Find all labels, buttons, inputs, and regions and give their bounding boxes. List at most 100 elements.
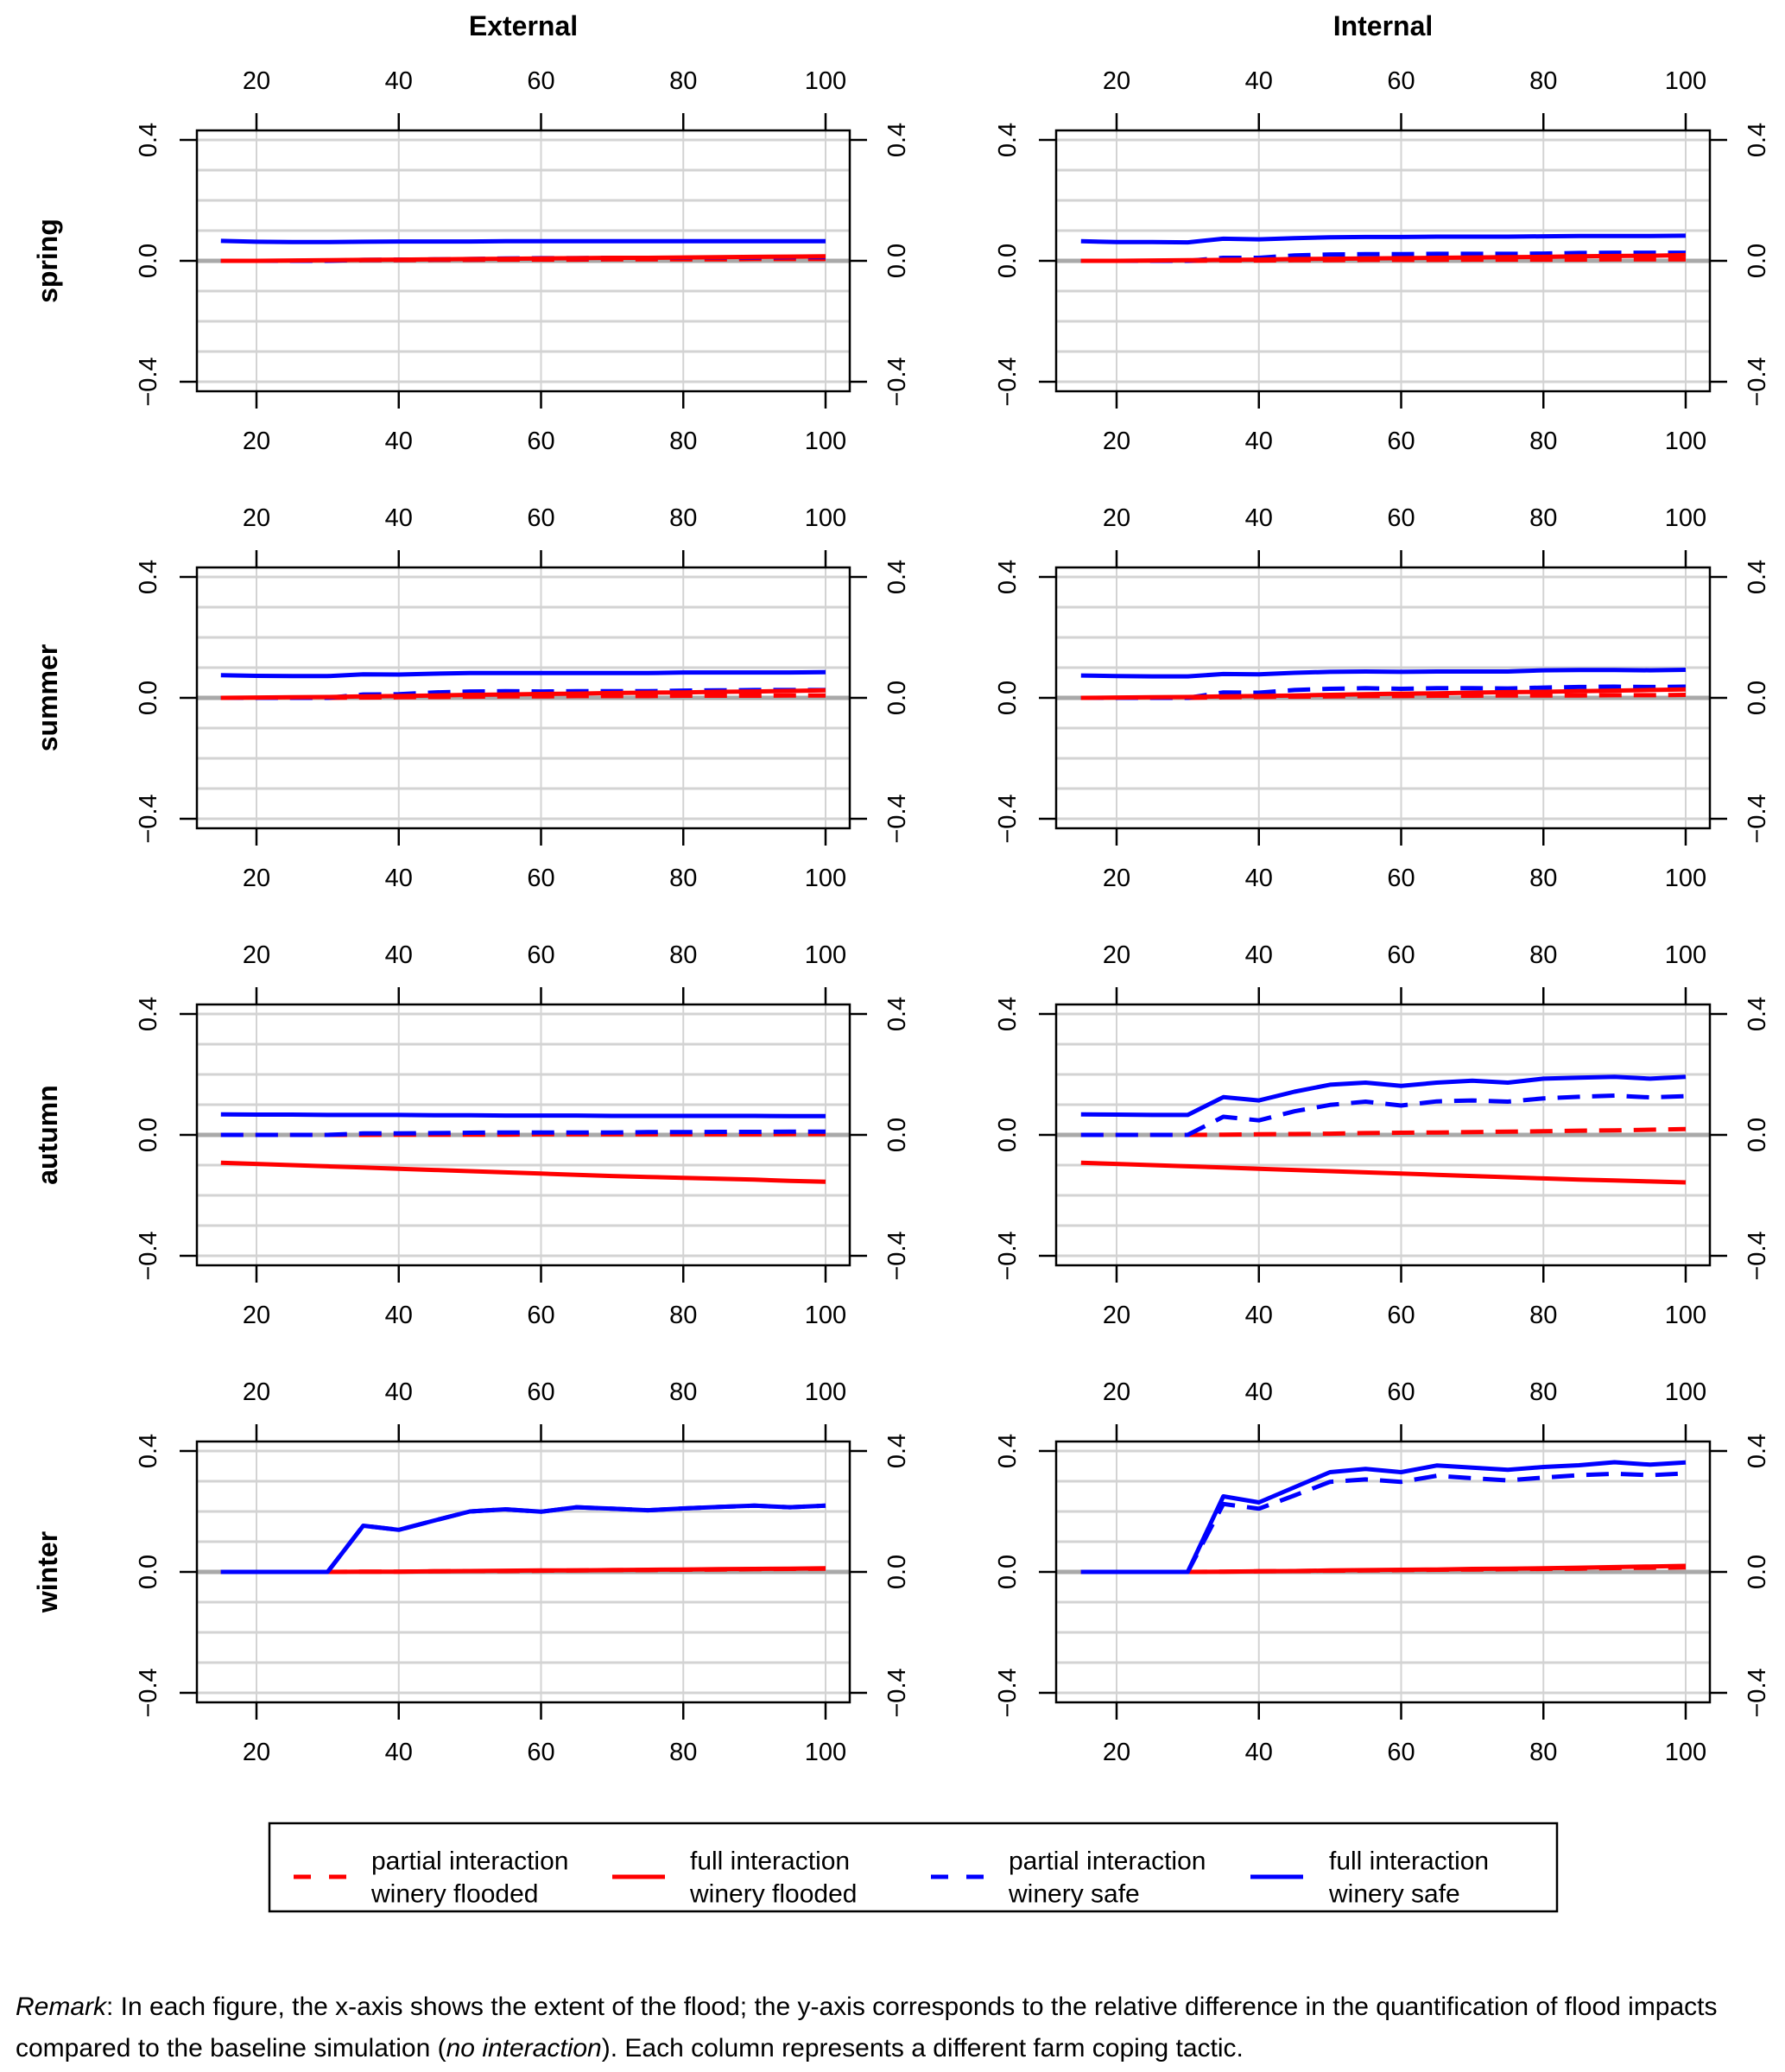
legend-label-line1: full interaction bbox=[1329, 1847, 1489, 1876]
series-line-partial-flooded bbox=[1080, 257, 1686, 263]
x-tick-label-bottom: 20 bbox=[243, 1302, 270, 1329]
y-tick-label-left: 0.0 bbox=[994, 1555, 1022, 1589]
y-tick-label-right: 0.0 bbox=[883, 681, 911, 715]
x-tick-label-top: 100 bbox=[805, 1378, 846, 1406]
row-label-winter: winter bbox=[32, 1531, 63, 1613]
x-tick-label-top: 40 bbox=[385, 1378, 413, 1406]
y-tick-label-right: −0.4 bbox=[883, 1231, 911, 1280]
series-line-full-flooded bbox=[220, 1160, 826, 1184]
x-tick-label-bottom: 100 bbox=[805, 428, 846, 455]
series-line-full-safe bbox=[220, 669, 826, 679]
x-tick-label-bottom: 40 bbox=[1245, 865, 1273, 892]
x-tick-label-bottom: 60 bbox=[527, 1302, 554, 1329]
x-tick-label-top: 100 bbox=[1665, 504, 1706, 532]
legend-frame bbox=[268, 1822, 1559, 1913]
y-tick-label-right: 0.4 bbox=[1744, 123, 1771, 157]
y-tick-label-left: −0.4 bbox=[135, 1231, 162, 1280]
x-tick-label-bottom: 80 bbox=[1529, 1302, 1557, 1329]
series-line-full-safe bbox=[220, 1112, 826, 1118]
x-tick-label-top: 80 bbox=[1529, 504, 1557, 532]
y-tick-label-left: 0.0 bbox=[994, 244, 1022, 278]
legend: partial interaction winery flooded full in… bbox=[268, 1822, 1559, 1913]
series-line-full-safe bbox=[220, 1503, 826, 1575]
x-tick-label-bottom: 100 bbox=[805, 1302, 846, 1329]
y-tick-label-left: −0.4 bbox=[994, 794, 1022, 843]
x-tick-label-top: 100 bbox=[805, 504, 846, 532]
column-title-internal: Internal bbox=[1333, 10, 1434, 41]
x-tick-label-top: 20 bbox=[1103, 504, 1130, 532]
x-tick-label-top: 60 bbox=[527, 67, 554, 95]
panel-autumn-internal: 20 20 40 40 60 60 80 80 100 100 −0.4 −0.4 0.0 0.0 0.4 0… bbox=[994, 941, 1771, 1329]
panel-spring-external: 20 20 40 40 60 60 80 80 100 100 −0.4 −0.4 0.0 0.0 0.4 0… bbox=[135, 67, 911, 455]
row-label-summer: summer bbox=[32, 644, 63, 752]
x-tick-label-bottom: 100 bbox=[1665, 1739, 1706, 1766]
x-tick-label-bottom: 60 bbox=[527, 428, 554, 455]
x-tick-label-bottom: 80 bbox=[669, 1302, 697, 1329]
x-tick-label-top: 60 bbox=[1387, 1378, 1415, 1406]
series-line-full-safe bbox=[1080, 1460, 1687, 1575]
x-tick-label-top: 20 bbox=[243, 1378, 270, 1406]
y-tick-label-left: 0.4 bbox=[994, 1434, 1022, 1468]
row-label-autumn: autumn bbox=[32, 1085, 63, 1185]
y-tick-label-right: 0.4 bbox=[883, 123, 911, 157]
y-tick-label-left: 0.0 bbox=[135, 1118, 162, 1152]
x-tick-label-top: 20 bbox=[243, 504, 270, 532]
x-tick-label-top: 40 bbox=[385, 504, 413, 532]
legend-label-line2: winery safe bbox=[1008, 1880, 1140, 1909]
x-tick-label-top: 60 bbox=[527, 1378, 554, 1406]
x-tick-label-top: 100 bbox=[1665, 67, 1706, 95]
y-tick-label-right: −0.4 bbox=[1744, 794, 1771, 843]
series-line-partial-safe bbox=[220, 1503, 826, 1575]
y-tick-label-right: −0.4 bbox=[883, 794, 911, 843]
x-tick-label-bottom: 40 bbox=[1245, 1302, 1273, 1329]
y-tick-label-left: 0.0 bbox=[135, 1555, 162, 1589]
y-tick-label-right: 0.0 bbox=[1744, 681, 1771, 715]
remark-text-1: : In each figure, the x-axis shows the e… bbox=[16, 1993, 1718, 2062]
series-line-partial-safe bbox=[1080, 684, 1687, 700]
x-tick-label-bottom: 80 bbox=[669, 1739, 697, 1766]
x-tick-label-top: 80 bbox=[669, 504, 697, 532]
y-tick-label-left: 0.4 bbox=[135, 997, 162, 1031]
remark-caption: Remark: In each figure, the x-axis shows… bbox=[16, 1986, 1777, 2069]
y-tick-label-right: 0.4 bbox=[1744, 997, 1771, 1031]
y-tick-label-left: 0.4 bbox=[994, 123, 1022, 157]
x-tick-label-bottom: 40 bbox=[1245, 1739, 1273, 1766]
x-tick-label-bottom: 20 bbox=[243, 865, 270, 892]
x-tick-label-top: 80 bbox=[1529, 1378, 1557, 1406]
series-line-full-flooded bbox=[1080, 687, 1687, 700]
panel-winter-external: 20 20 40 40 60 60 80 80 100 100 −0.4 −0.4 0.0 0.0 0.4 0… bbox=[135, 1378, 911, 1766]
y-tick-label-right: 0.4 bbox=[883, 997, 911, 1031]
x-tick-label-bottom: 20 bbox=[1103, 865, 1130, 892]
legend-label-line2: winery safe bbox=[1328, 1880, 1460, 1909]
y-tick-label-right: 0.0 bbox=[883, 1118, 911, 1152]
remark-italic: no interaction bbox=[446, 2034, 602, 2062]
y-tick-label-right: −0.4 bbox=[1744, 1231, 1771, 1280]
x-tick-label-top: 20 bbox=[243, 941, 270, 969]
x-tick-label-bottom: 40 bbox=[385, 428, 413, 455]
y-tick-label-left: 0.4 bbox=[135, 1434, 162, 1468]
y-tick-label-left: 0.0 bbox=[994, 681, 1022, 715]
series-line-full-safe bbox=[1080, 668, 1687, 679]
panel-summer-external: 20 20 40 40 60 60 80 80 100 100 −0.4 −0.4 0.0 0.0 0.4 0… bbox=[135, 504, 911, 892]
panel-spring-internal: 20 20 40 40 60 60 80 80 100 100 −0.4 −0.4 0.0 0.0 0.4 0… bbox=[994, 67, 1771, 455]
x-tick-label-top: 40 bbox=[385, 67, 413, 95]
series-line-full-safe bbox=[220, 238, 826, 244]
x-tick-label-bottom: 100 bbox=[1665, 1302, 1706, 1329]
y-tick-label-left: −0.4 bbox=[994, 1668, 1022, 1717]
x-tick-label-bottom: 40 bbox=[385, 1739, 413, 1766]
x-tick-label-top: 60 bbox=[1387, 67, 1415, 95]
x-tick-label-bottom: 60 bbox=[1387, 865, 1415, 892]
y-tick-label-left: −0.4 bbox=[135, 357, 162, 406]
y-tick-label-left: 0.4 bbox=[135, 560, 162, 594]
series-line-partial-flooded bbox=[220, 693, 826, 700]
x-tick-label-bottom: 80 bbox=[669, 865, 697, 892]
legend-label-line1: full interaction bbox=[690, 1847, 850, 1876]
series-line-partial-flooded bbox=[220, 1131, 826, 1137]
x-tick-label-top: 40 bbox=[1245, 941, 1273, 969]
series-line-partial-safe bbox=[220, 1129, 826, 1137]
series-line-full-flooded bbox=[1080, 252, 1687, 263]
series-line-full-safe bbox=[1080, 233, 1687, 245]
series-line-full-safe bbox=[1080, 1074, 1687, 1118]
legend-label-line1: partial interaction bbox=[1009, 1847, 1206, 1876]
x-tick-label-top: 80 bbox=[1529, 941, 1557, 969]
